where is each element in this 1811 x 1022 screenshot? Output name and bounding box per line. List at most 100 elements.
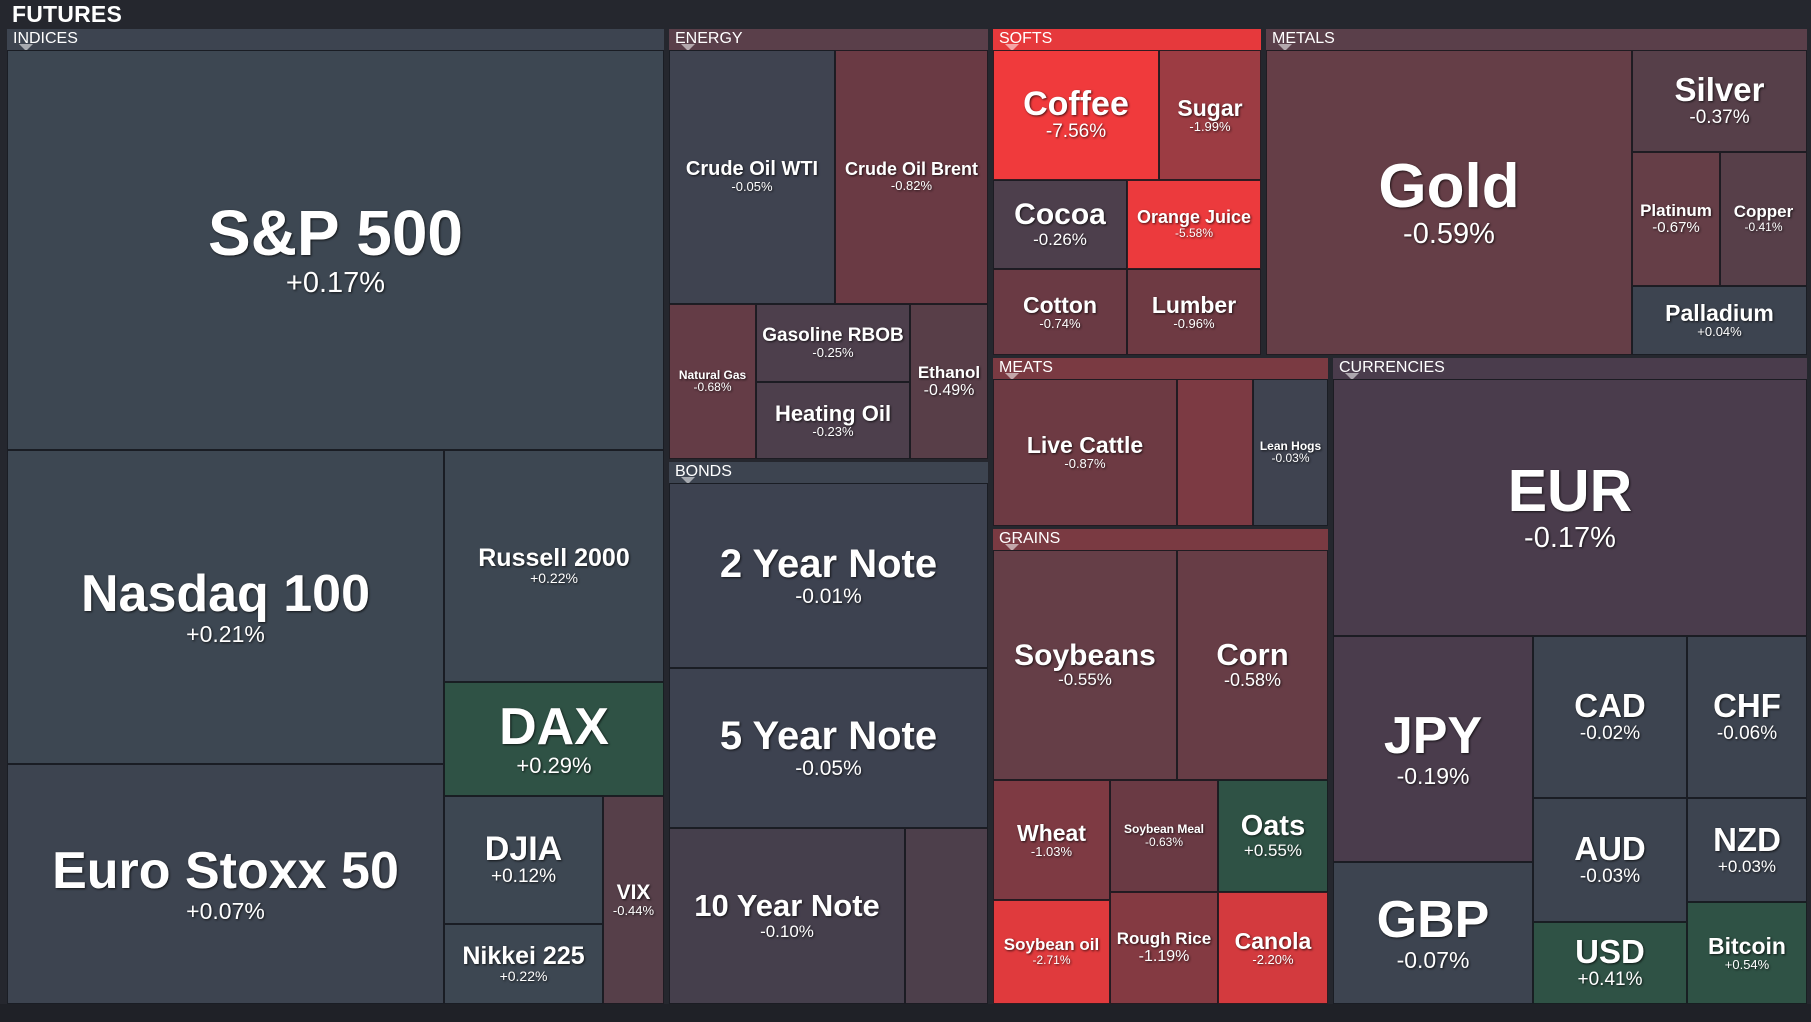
tile-aud[interactable]: AUD -0.03% [1533, 798, 1687, 922]
tile-change: -0.17% [1524, 521, 1616, 554]
tile-change: +0.12% [491, 866, 556, 888]
tile-name: S&P 500 [208, 197, 463, 270]
section-header-currencies[interactable]: CURRENCIES [1333, 358, 1807, 379]
tile-name: Lumber [1151, 291, 1237, 318]
tile-name: Silver [1674, 71, 1765, 109]
tile-live-cattle[interactable]: Live Cattle -0.87% [993, 379, 1177, 526]
tile-sugar[interactable]: Sugar -1.99% [1159, 50, 1261, 180]
tile-cotton[interactable]: Cotton -0.74% [993, 269, 1127, 355]
tile-gasoline-rbob[interactable]: Gasoline RBOB -0.25% [756, 304, 910, 382]
tile-change: -0.23% [812, 423, 854, 439]
tile-change: +0.17% [285, 266, 386, 299]
tile-change: -0.03% [1271, 451, 1310, 466]
tile-change: -0.49% [923, 381, 975, 399]
section-header-softs[interactable]: SOFTS [993, 29, 1261, 50]
tile-change: +0.21% [186, 620, 265, 647]
tile-bitcoin[interactable]: Bitcoin +0.54% [1687, 902, 1807, 1004]
tile-russell2000[interactable]: Russell 2000 +0.22% [444, 450, 664, 682]
tile-lumber[interactable]: Lumber -0.96% [1127, 269, 1261, 355]
tile-meats-unlabeled[interactable] [1177, 379, 1253, 526]
tile-canola[interactable]: Canola -2.20% [1218, 892, 1328, 1004]
tile-orange-juice[interactable]: Orange Juice -5.58% [1127, 180, 1261, 269]
tile-change: -1.03% [1030, 843, 1073, 859]
tile-soybeans[interactable]: Soybeans -0.55% [993, 550, 1177, 780]
tile-change: -7.56% [1045, 121, 1107, 143]
tile-sp500[interactable]: S&P 500 +0.17% [7, 50, 664, 450]
tile-change: -1.99% [1189, 118, 1231, 134]
tile-change: -1.19% [1138, 948, 1190, 966]
tile-change: +0.03% [1717, 856, 1777, 876]
tile-usd[interactable]: USD +0.41% [1533, 922, 1687, 1004]
tile-vix[interactable]: VIX -0.44% [603, 796, 664, 1004]
tile-change: -2.71% [1032, 953, 1071, 968]
tile-name: Gasoline RBOB [762, 324, 904, 346]
tile-corn[interactable]: Corn -0.58% [1177, 550, 1328, 780]
tile-name: AUD [1574, 830, 1646, 868]
tile-wheat[interactable]: Wheat -1.03% [993, 780, 1110, 900]
tile-name: Platinum [1640, 200, 1712, 220]
tile-change: +0.22% [499, 968, 548, 985]
tile-name: Sugar [1177, 94, 1243, 121]
tile-name: GBP [1376, 891, 1490, 950]
tile-oats[interactable]: Oats +0.55% [1218, 780, 1328, 892]
tile-name: 10 Year Note [694, 888, 880, 924]
tile-nzd[interactable]: NZD +0.03% [1687, 798, 1807, 902]
tile-change: -0.25% [812, 344, 854, 360]
tile-heating-oil[interactable]: Heating Oil -0.23% [756, 382, 910, 459]
tile-change: -0.44% [612, 902, 655, 918]
tile-nasdaq100[interactable]: Nasdaq 100 +0.21% [7, 450, 444, 764]
tile-name: Natural Gas [678, 367, 747, 382]
tile-name: Copper [1733, 202, 1794, 222]
tile-soybean-meal[interactable]: Soybean Meal -0.63% [1110, 780, 1218, 892]
tile-chf[interactable]: CHF -0.06% [1687, 636, 1807, 798]
page-title: FUTURES [12, 1, 123, 27]
tile-change: -0.07% [1396, 946, 1470, 973]
tile-ethanol[interactable]: Ethanol -0.49% [910, 304, 988, 459]
tile-name: USD [1575, 933, 1645, 971]
section-header-energy[interactable]: ENERGY [669, 29, 988, 50]
tile-change: -0.01% [795, 584, 862, 608]
tile-name: JPY [1383, 707, 1483, 766]
tile-silver[interactable]: Silver -0.37% [1632, 50, 1807, 152]
section-header-indices[interactable]: INDICES [7, 29, 664, 50]
tile-5-year-note[interactable]: 5 Year Note -0.05% [669, 668, 988, 828]
tile-cocoa[interactable]: Cocoa -0.26% [993, 180, 1127, 269]
tile-name: Live Cattle [1026, 432, 1144, 459]
tile-rough-rice[interactable]: Rough Rice -1.19% [1110, 892, 1218, 1004]
tile-bonds-unlabeled[interactable] [905, 828, 988, 1004]
section-header-grains[interactable]: GRAINS [993, 529, 1328, 550]
tile-eurostoxx50[interactable]: Euro Stoxx 50 +0.07% [7, 764, 444, 1004]
tile-cad[interactable]: CAD -0.02% [1533, 636, 1687, 798]
tile-2-year-note[interactable]: 2 Year Note -0.01% [669, 483, 988, 668]
tile-change: -0.26% [1033, 229, 1087, 249]
tile-crude-oil-brent[interactable]: Crude Oil Brent -0.82% [835, 50, 988, 304]
section-header-meats[interactable]: MEATS [993, 358, 1328, 379]
tile-10-year-note[interactable]: 10 Year Note -0.10% [669, 828, 905, 1004]
tile-djia[interactable]: DJIA +0.12% [444, 796, 603, 924]
tile-soybean-oil[interactable]: Soybean oil -2.71% [993, 900, 1110, 1004]
tile-name: Gold [1378, 152, 1520, 221]
tile-change: +0.22% [530, 570, 578, 587]
tile-coffee[interactable]: Coffee -7.56% [993, 50, 1159, 180]
tile-nikkei225[interactable]: Nikkei 225 +0.22% [444, 924, 603, 1004]
tile-copper[interactable]: Copper -0.41% [1720, 152, 1807, 286]
tile-jpy[interactable]: JPY -0.19% [1333, 636, 1533, 862]
section-header-metals[interactable]: METALS [1266, 29, 1807, 50]
tile-change: +0.04% [1697, 324, 1742, 340]
tile-palladium[interactable]: Palladium +0.04% [1632, 286, 1807, 355]
tile-gold[interactable]: Gold -0.59% [1266, 50, 1632, 355]
tile-name: DJIA [484, 829, 563, 868]
tile-change: -0.58% [1223, 670, 1282, 691]
section-header-bonds[interactable]: BONDS [669, 462, 988, 483]
tile-change: +0.07% [186, 897, 265, 924]
tile-lean-hogs[interactable]: Lean Hogs -0.03% [1253, 379, 1328, 526]
tile-platinum[interactable]: Platinum -0.67% [1632, 152, 1720, 286]
tile-eur[interactable]: EUR -0.17% [1333, 379, 1807, 636]
tile-change: -0.87% [1064, 456, 1106, 472]
tile-change: -0.10% [760, 921, 814, 941]
tile-gbp[interactable]: GBP -0.07% [1333, 862, 1533, 1004]
tile-change: +0.29% [516, 753, 592, 779]
tile-dax[interactable]: DAX +0.29% [444, 682, 664, 796]
tile-crude-oil-wti[interactable]: Crude Oil WTI -0.05% [669, 50, 835, 304]
tile-natural-gas[interactable]: Natural Gas -0.68% [669, 304, 756, 459]
